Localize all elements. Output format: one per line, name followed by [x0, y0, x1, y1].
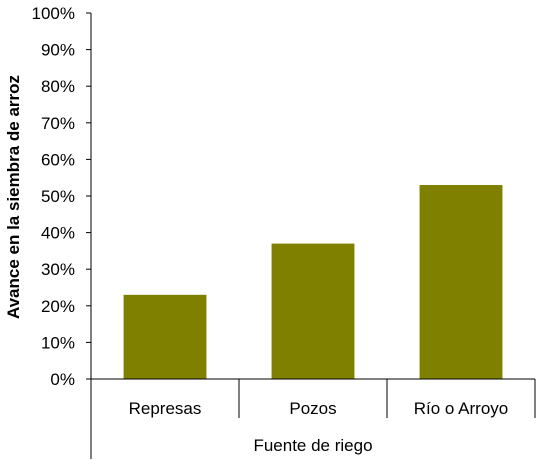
- y-tick-label: 80%: [41, 77, 75, 96]
- y-tick-label: 20%: [41, 297, 75, 316]
- x-category-label: Río o Arroyo: [414, 399, 509, 418]
- y-tick-label: 100%: [32, 4, 75, 23]
- y-axis-title: Avance en la siembra de arroz: [4, 75, 23, 319]
- y-tick-label: 70%: [41, 114, 75, 133]
- y-tick-label: 50%: [41, 187, 75, 206]
- y-tick-label: 10%: [41, 333, 75, 352]
- bar: [419, 185, 503, 379]
- x-axis-title: Fuente de riego: [253, 436, 372, 455]
- x-category-label: Pozos: [289, 399, 336, 418]
- bar: [123, 294, 207, 379]
- y-tick-label: 40%: [41, 224, 75, 243]
- y-tick-label: 90%: [41, 41, 75, 60]
- y-axis: 0% 10% 20% 30% 40% 50% 60% 70% 80% 90% 100%: [32, 4, 92, 389]
- x-axis: Represas Pozos Río o Arroyo: [90, 378, 536, 459]
- y-tick-label: 30%: [41, 260, 75, 279]
- bar: [271, 243, 355, 379]
- bars: [123, 185, 503, 379]
- y-tick-label: 0%: [50, 370, 75, 389]
- x-category-label: Represas: [129, 399, 202, 418]
- y-tick-label: 60%: [41, 150, 75, 169]
